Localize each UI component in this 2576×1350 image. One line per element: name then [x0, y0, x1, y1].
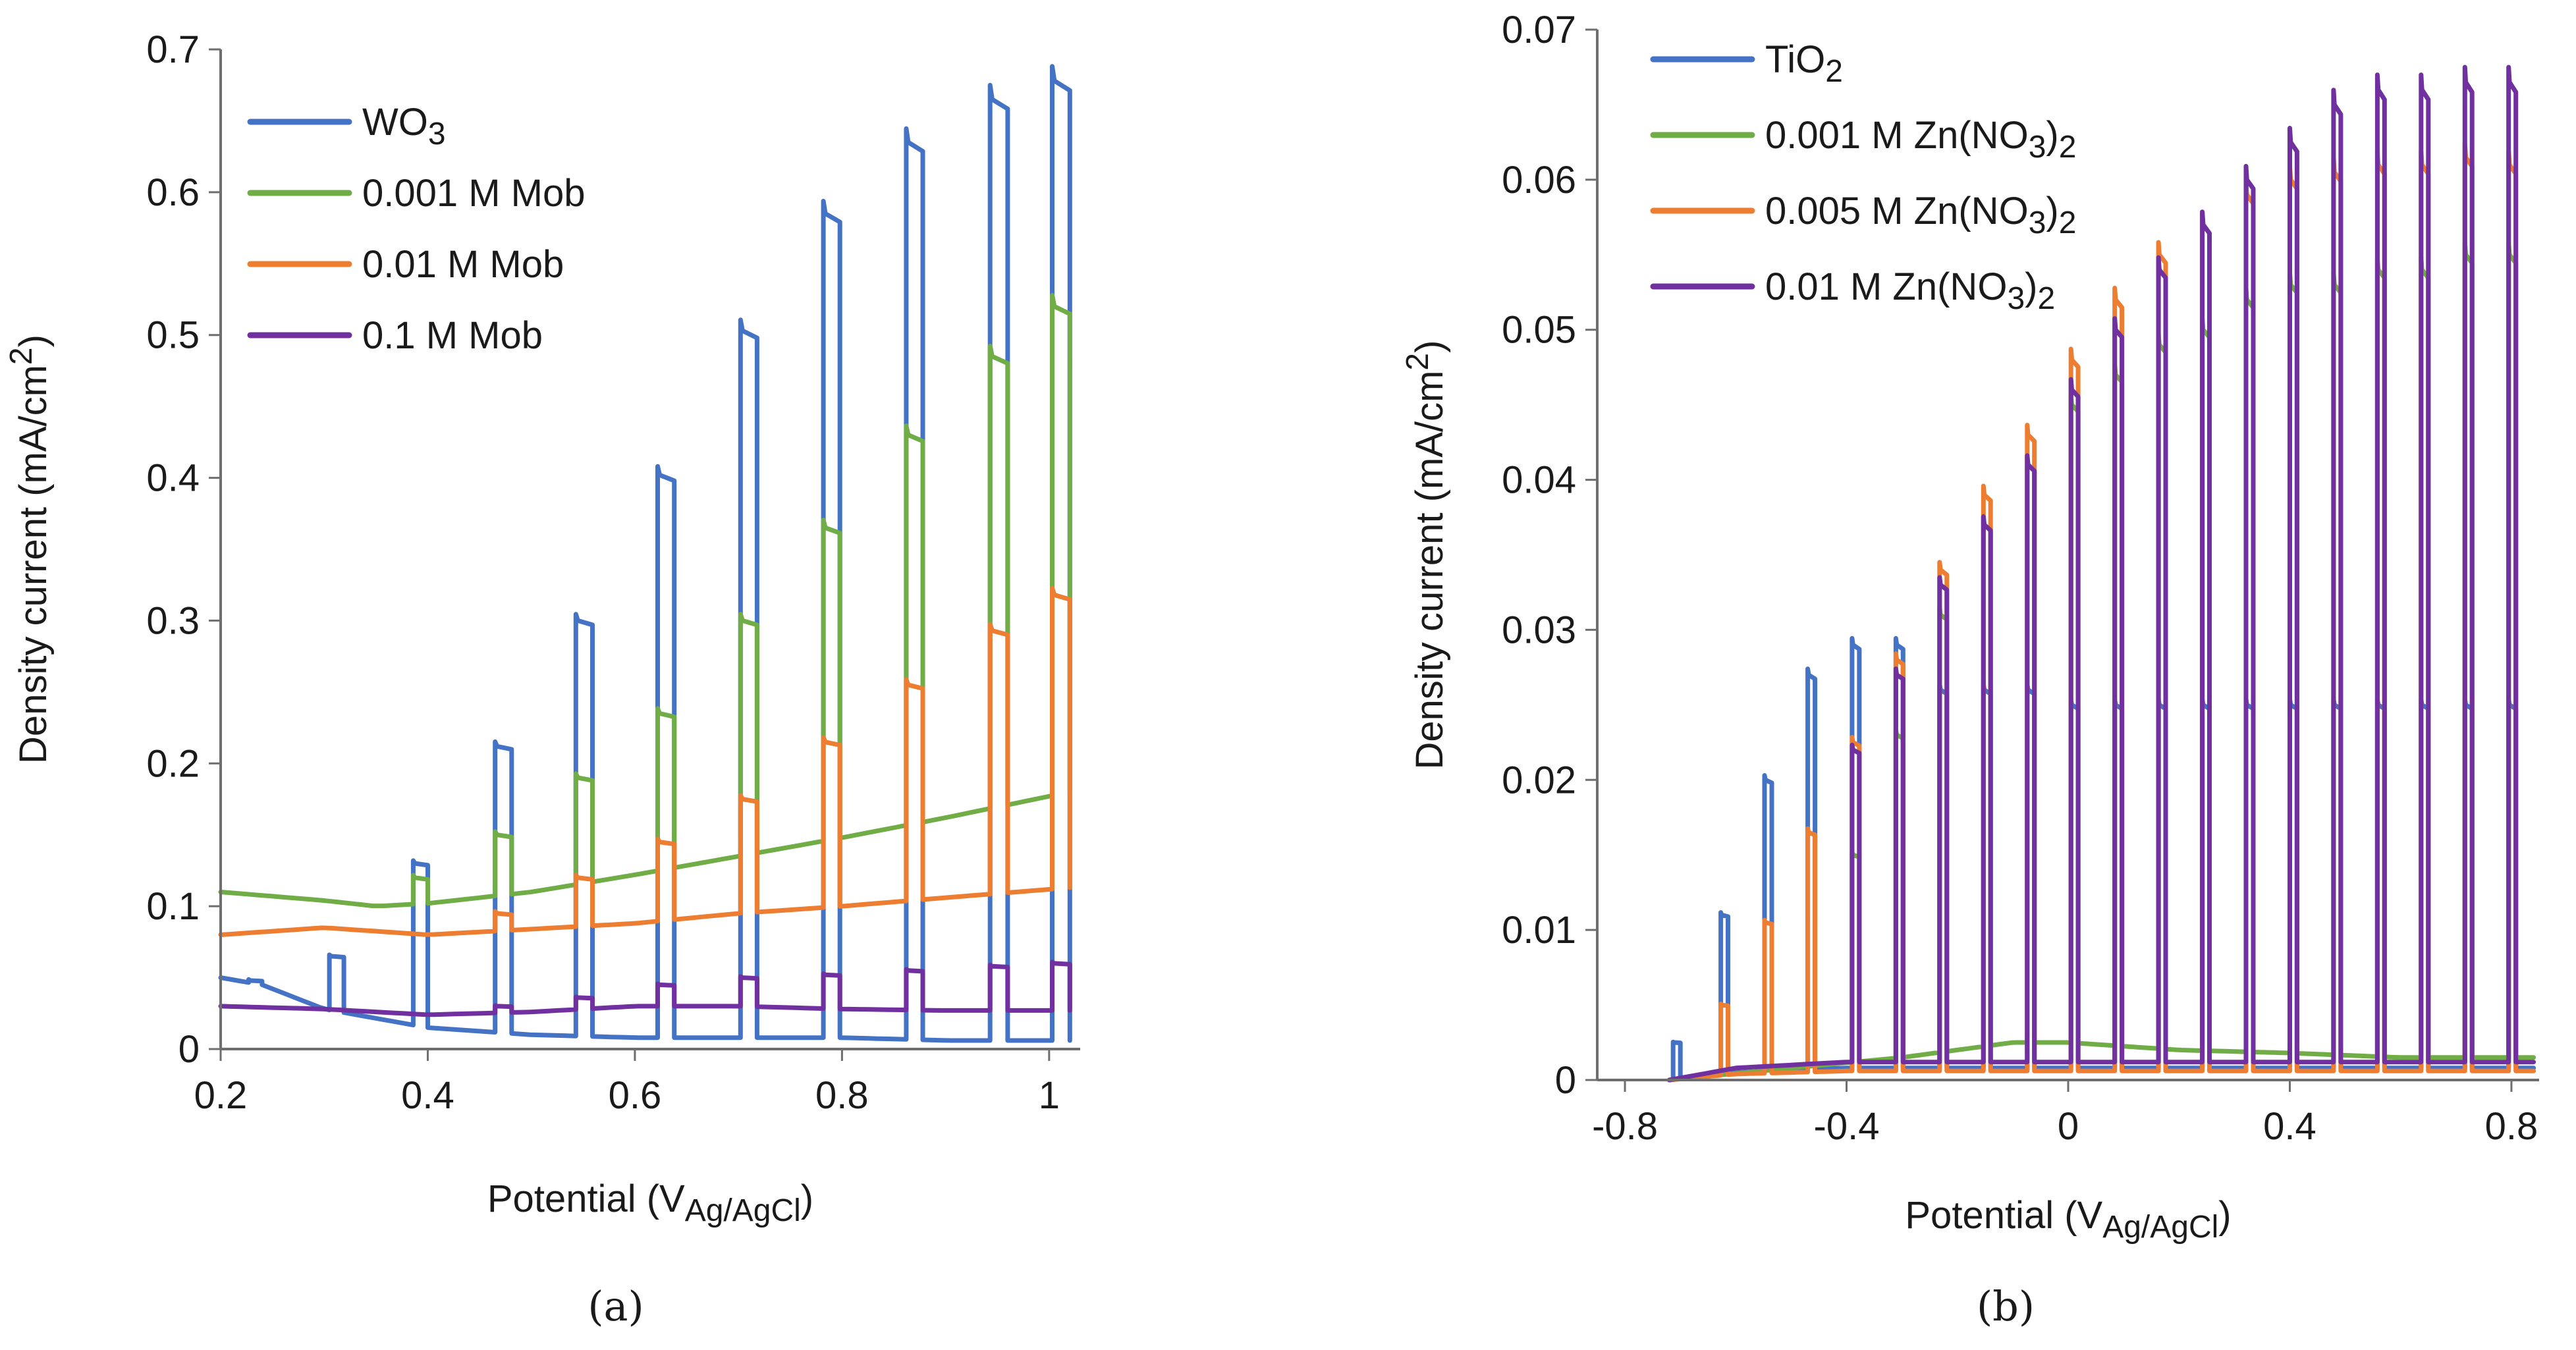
panel-caption: (b)	[1977, 1282, 2035, 1330]
legend-label-1: WO3	[362, 101, 446, 151]
legend-label-subscript-2: 2	[2059, 205, 2077, 240]
y-axis-label: Density current (mA/cm2)	[4, 335, 55, 764]
y-tick-label: 0	[178, 1028, 200, 1071]
legend-label-subscript: 2	[1825, 54, 1843, 89]
x-tick-label: 1	[1039, 1074, 1060, 1117]
y-tick-label: 0	[1555, 1059, 1576, 1102]
legend-label-3: 0.01 M Mob	[362, 243, 564, 286]
legend-label-subscript-2: 2	[2037, 281, 2055, 316]
y-tick-label: 0.07	[1502, 9, 1576, 51]
legend-label-main: 0.01 M Zn(NO	[1765, 265, 2007, 308]
legend-label-4: 0.1 M Mob	[362, 314, 543, 357]
legend-label-subscript: 3	[2029, 205, 2046, 240]
legend-label-main: 0.001 M Mob	[362, 172, 586, 215]
x-tick-label: 0.4	[2263, 1105, 2316, 1148]
y-tick-label: 0.02	[1502, 759, 1576, 801]
x-tick-label: 0.8	[815, 1074, 869, 1117]
x-axis-label-subscript: Ag/AgCl	[685, 1193, 801, 1228]
legend: WO3 0.001 M Mob 0.01 M Mob 0.1 M Mob	[247, 101, 586, 357]
y-axis-label-close: )	[12, 335, 55, 347]
legend-label-main: 0.001 M Zn(NO	[1765, 114, 2029, 157]
y-axis-label-superscript: 2	[1400, 353, 1435, 371]
series-line-4	[218, 959, 1072, 1017]
legend-label-2: 0.001 M Zn(NO3)2	[1765, 114, 2076, 165]
y-tick-label: 0.05	[1502, 309, 1576, 352]
y-tick-label: 0.5	[146, 314, 200, 357]
y-axis-label: Density current (mA/cm2)	[1400, 340, 1451, 770]
chart-panel-b: 0 0.01 0.02 0.03 0.04 0.05 0.06 0.07 -0.8 -0.4 0 0.…	[1400, 9, 2539, 1330]
legend-label-main: TiO	[1765, 38, 1825, 81]
legend-label-subscript: 3	[428, 117, 446, 151]
x-axis-label-main: Potential (V	[487, 1177, 685, 1220]
x-tick-label: 0.6	[609, 1074, 662, 1117]
x-tick-label: -0.4	[1814, 1105, 1880, 1148]
y-axis-label-main: Density current (mA/cm	[1408, 371, 1451, 770]
y-axis-label-main: Density current (mA/cm	[12, 365, 55, 764]
x-tick-label: 0.8	[2485, 1105, 2538, 1148]
panel-caption: (a)	[588, 1282, 644, 1330]
legend-label-suffix: )	[2046, 190, 2058, 232]
legend-label-main: 0.005 M Zn(NO	[1765, 190, 2029, 232]
x-axis-label-subscript: Ag/AgCl	[2102, 1210, 2218, 1245]
x-tick-label: -0.8	[1592, 1105, 1658, 1148]
y-tick-label: 0.4	[146, 457, 200, 500]
legend-label-main: WO	[362, 101, 428, 144]
x-axis-label-close: )	[801, 1177, 813, 1220]
legend-label-2: 0.001 M Mob	[362, 172, 586, 215]
series-line-3	[1666, 141, 2536, 1083]
y-tick-label: 0.6	[146, 171, 200, 214]
y-tick-label: 0.03	[1502, 608, 1576, 651]
series-line-1	[1666, 635, 2536, 1083]
legend-label-main: 0.01 M Mob	[362, 243, 564, 286]
y-tick-label: 0.7	[146, 28, 200, 71]
x-tick-label: 0.2	[194, 1074, 248, 1117]
y-tick-label: 0.06	[1502, 159, 1576, 202]
series-line-1	[218, 64, 1072, 1043]
legend-label-3: 0.005 M Zn(NO3)2	[1765, 190, 2076, 240]
series-line-3	[218, 585, 1072, 937]
y-tick-label: 0.04	[1502, 459, 1576, 502]
legend-label-subscript: 3	[2029, 130, 2046, 165]
legend-label-suffix: )	[2025, 265, 2037, 308]
legend-label-1: TiO2	[1765, 38, 1843, 89]
legend-label-subscript: 3	[2007, 281, 2025, 316]
series-line-4	[1666, 65, 2536, 1083]
y-axis-label-close: )	[1408, 340, 1451, 353]
legend-label-suffix: )	[2046, 114, 2058, 157]
x-axis-label: Potential (VAg/AgCl)	[487, 1177, 813, 1228]
x-tick-label: 0	[2058, 1105, 2079, 1148]
series-line-2	[1666, 240, 2536, 1083]
x-axis-label-close: )	[2218, 1194, 2231, 1237]
x-tick-label: 0.4	[401, 1074, 454, 1117]
y-tick-label: 0.2	[146, 742, 200, 785]
legend-label-4: 0.01 M Zn(NO3)2	[1765, 265, 2055, 316]
legend-label-subscript-2: 2	[2059, 130, 2077, 165]
y-axis-label-superscript: 2	[4, 347, 39, 365]
chart-panel-a: 0 0.1 0.2 0.3 0.4 0.5 0.6 0.7 0.2 0.4 0.6 0.8 1 Poten…	[4, 28, 1080, 1330]
series-line-2	[218, 292, 1072, 909]
x-axis-label-main: Potential (V	[1905, 1194, 2102, 1237]
y-tick-label: 0.1	[146, 885, 200, 928]
legend-label-main: 0.1 M Mob	[362, 314, 543, 357]
y-tick-label: 0.01	[1502, 909, 1576, 952]
y-tick-label: 0.3	[146, 599, 200, 642]
x-axis-label: Potential (VAg/AgCl)	[1905, 1194, 2231, 1245]
